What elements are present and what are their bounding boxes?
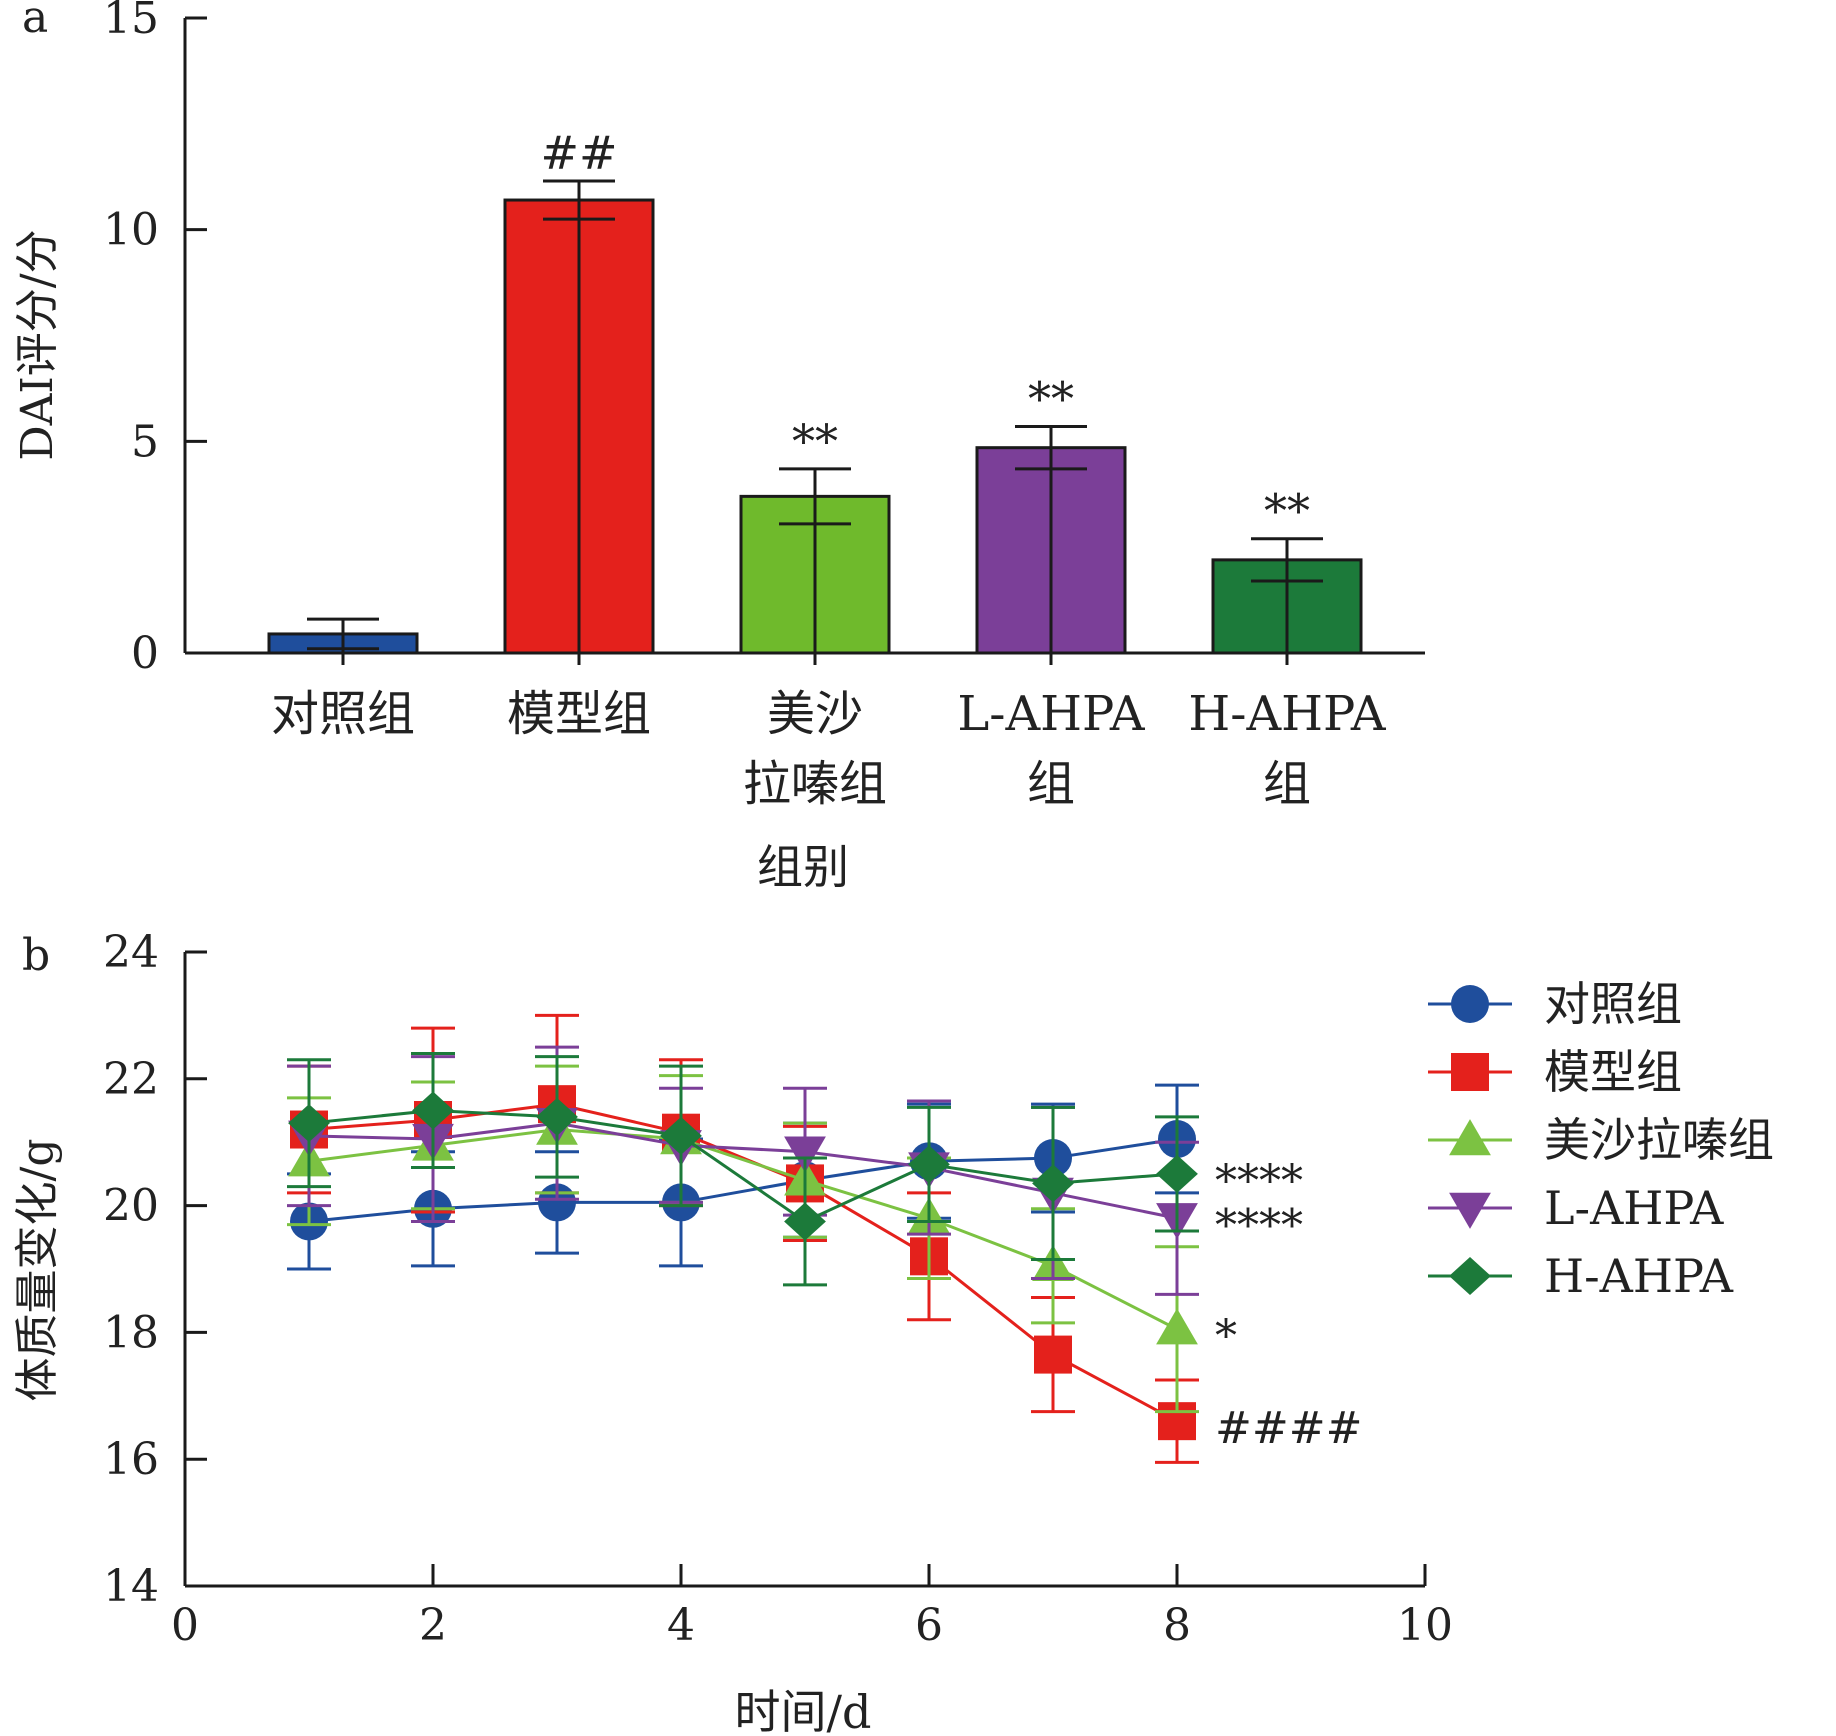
panel-b-series-group: #### [287, 1013, 1362, 1464]
panel-b-y-tick-label: 22 [103, 1054, 159, 1105]
panel-b-legend-marker [1449, 1119, 1491, 1156]
panel-b-legend-label: L-AHPA [1544, 1181, 1724, 1235]
panel-a-significance-label: ## [540, 126, 617, 180]
panel-a-label: a [22, 0, 48, 43]
panel-a-category-label: H-AHPA [1188, 686, 1386, 742]
panel-a-y-tick-label: 10 [103, 205, 159, 256]
panel-b-legend-label: 对照组 [1544, 977, 1682, 1031]
panel-a-y-tick-label: 0 [131, 628, 159, 679]
panel-b-label: b [22, 930, 50, 981]
panel-b-legend-marker [1451, 1053, 1489, 1091]
panel-b-y-tick-label: 14 [103, 1561, 159, 1612]
panel-a-significance-label: ** [1028, 372, 1074, 426]
panel-a-category-label: L-AHPA [957, 686, 1146, 742]
panel-b-y-tick-label: 20 [103, 1181, 159, 1232]
panel-a-category-label: 美沙 [767, 686, 863, 742]
panel-a-y-tick-label: 15 [103, 0, 159, 44]
panel-b-series-line [308, 1128, 1178, 1331]
panel-b-data-point [660, 1116, 702, 1155]
panel-b-data-point [536, 1097, 578, 1136]
panel-b-significance-label: * [1215, 1311, 1237, 1362]
panel-b-x-tick-label: 8 [1163, 1600, 1191, 1651]
panel-a-axes: 0 5 10 15 对照组 模型组 美沙拉嗪组 L-AHPA 组 H-AHPA 组 [103, 0, 1425, 812]
panel-a-significance-label: ** [792, 414, 838, 468]
panel-b-x-tick-label: 4 [667, 1600, 695, 1651]
panel-b-series-group: **** [287, 1051, 1303, 1287]
panel-b-data-point [288, 1104, 330, 1143]
panel-b-significance-label: **** [1215, 1156, 1303, 1207]
panel-b-data-point [412, 1091, 454, 1130]
panel-b-xlabel: 时间/d [735, 1685, 872, 1736]
panel-b-series-line [308, 1108, 1178, 1224]
panel-b-ylabel: 体质量变化/g [12, 1139, 63, 1402]
panel-b-data-point [908, 1145, 950, 1184]
panel-b-legend-marker [1451, 985, 1489, 1023]
panel-a-ylabel: DAI评分/分 [12, 229, 63, 460]
panel-b-y-tick-label: 18 [103, 1307, 159, 1358]
panel-a-bar-chart: a DAI评分/分 组别 0 5 10 15 对照组 模型组 美沙拉嗪组 L-AHPA 组 H-A… [12, 0, 1425, 894]
panel-b-series: ####********* [287, 1013, 1362, 1464]
panel-b-data-point [784, 1202, 826, 1241]
panel-b-legend-label: H-AHPA [1544, 1249, 1734, 1303]
panel-b-data-point [1156, 1154, 1198, 1193]
panel-b-data-point [1034, 1335, 1072, 1374]
panel-b-x-tick-label: 10 [1397, 1600, 1453, 1651]
panel-b-significance-label: #### [1215, 1403, 1362, 1454]
panel-b-x-tick-label: 0 [171, 1600, 199, 1651]
panel-b-data-point [1156, 1308, 1198, 1345]
panel-b-legend-label: 美沙拉嗪组 [1544, 1113, 1774, 1167]
panel-b-legend-marker [1449, 1192, 1491, 1229]
panel-b-data-point [784, 1136, 826, 1173]
panel-b-x-tick-label: 2 [419, 1600, 447, 1651]
panel-a-bars: ## ** ** ** [267, 126, 1363, 655]
panel-a-category-label: 组 [1027, 756, 1075, 812]
panel-a-xlabel: 组别 [757, 840, 849, 894]
panel-a-y-tick-label: 5 [131, 416, 159, 467]
panel-a-category-label: 拉嗪组 [743, 756, 887, 812]
panel-b-legend-marker [1449, 1257, 1491, 1295]
panel-b-series-line [308, 1121, 1178, 1220]
panel-a-category-label: 组 [1263, 756, 1311, 812]
panel-a-category-label: 对照组 [271, 686, 415, 742]
panel-b-x-tick-label: 6 [915, 1600, 943, 1651]
panel-b-data-point [1032, 1164, 1074, 1203]
panel-b-legend-label: 模型组 [1544, 1045, 1682, 1099]
panel-b-series-line [308, 1102, 1178, 1423]
panel-a-category-label: 模型组 [507, 686, 651, 742]
panel-b-significance-label: **** [1215, 1200, 1303, 1251]
panel-b-y-tick-label: 24 [103, 927, 159, 978]
panel-b-y-tick-label: 16 [103, 1434, 159, 1485]
panel-a-significance-label: ** [1264, 484, 1310, 538]
